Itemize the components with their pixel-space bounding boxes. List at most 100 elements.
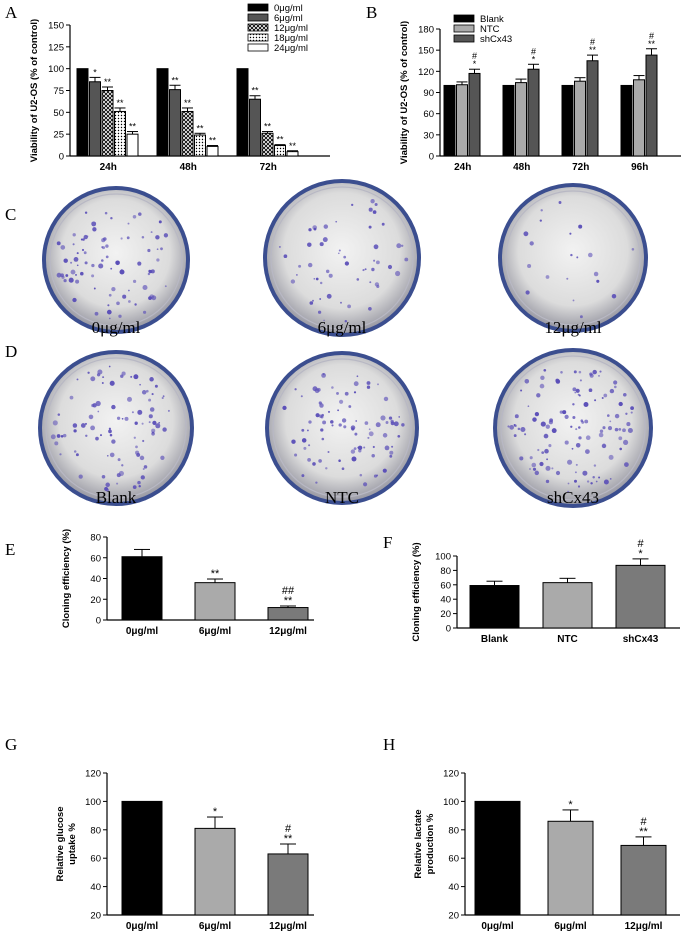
colony	[110, 267, 113, 270]
dish-caption-d-2: shCx43	[547, 488, 599, 507]
colony	[603, 393, 608, 398]
colony	[344, 319, 348, 323]
colony	[572, 387, 577, 392]
colony	[315, 481, 318, 484]
colony	[141, 422, 144, 425]
chart-f-cloning-shcx43: 0 20 40 60 80 100 Cloning efficiency (%) Blank N…	[411, 538, 680, 645]
significance-label: *	[532, 54, 536, 64]
colony	[151, 393, 154, 396]
y-tick-label: 20	[90, 595, 101, 606]
colony	[623, 393, 627, 397]
dish-d-blank	[38, 350, 194, 506]
colony	[148, 414, 153, 419]
colony	[381, 222, 385, 226]
significance-label: **	[284, 595, 293, 607]
colony	[401, 423, 405, 427]
x-tick-label: 6μg/ml	[199, 921, 231, 932]
colony	[127, 222, 130, 225]
colony	[115, 260, 120, 266]
colony	[630, 411, 633, 414]
colony	[70, 269, 76, 275]
y-tick-label: 0	[429, 152, 434, 163]
colony	[134, 303, 137, 306]
colony	[539, 383, 545, 389]
significance-label: **	[104, 77, 112, 87]
colony	[142, 439, 145, 443]
colony	[363, 482, 368, 487]
significance-label: **	[589, 45, 597, 55]
colony	[108, 365, 111, 368]
colony	[102, 376, 105, 379]
colony	[91, 221, 97, 227]
significance-label: **	[289, 141, 297, 151]
colony	[96, 373, 101, 377]
colony	[111, 404, 116, 410]
y-tick-label: 100	[85, 797, 101, 808]
significance-label: *	[213, 806, 218, 818]
x-tick-label: 6μg/ml	[199, 626, 231, 637]
colony	[152, 420, 157, 425]
colony	[387, 264, 393, 270]
dish-c-12ug	[498, 183, 648, 333]
y-tick-label: 150	[48, 21, 64, 32]
chart-b-viability-shcx43: 0 30 60 90 120 150 180 Viability of U2-OS (% of…	[399, 14, 681, 173]
colony	[290, 279, 296, 284]
colony	[325, 467, 328, 470]
colony	[162, 395, 165, 398]
significance-label: #	[640, 816, 647, 828]
significance-label: **	[184, 98, 192, 108]
colony	[308, 420, 312, 424]
legend-label: NTC	[480, 24, 500, 35]
colony	[105, 255, 109, 259]
colony	[151, 428, 156, 433]
colony	[540, 209, 543, 212]
y-tick-label: 40	[448, 882, 459, 893]
colony	[545, 479, 550, 484]
legend-label: 24μg/ml	[274, 43, 308, 54]
colony	[300, 395, 303, 398]
panel-label-f: F	[383, 533, 392, 552]
colony	[566, 277, 569, 280]
x-tick-label: 96h	[631, 162, 648, 173]
colony	[351, 203, 354, 207]
colony	[594, 399, 597, 402]
y-axis-title-line1: Relative lactate	[413, 809, 424, 878]
colony	[598, 375, 600, 377]
colony	[578, 436, 582, 440]
y-tick-label: 75	[53, 86, 64, 97]
colony	[301, 438, 307, 443]
colony	[78, 474, 83, 479]
x-tick-label: 12μg/ml	[269, 626, 307, 637]
bar	[126, 133, 139, 157]
y-tick-label: 0	[446, 624, 451, 635]
y-tick-label: 50	[53, 108, 64, 119]
colony	[315, 277, 319, 281]
colony	[544, 448, 549, 454]
dish-inner-ring	[500, 355, 646, 501]
colony	[519, 456, 524, 461]
colony	[76, 252, 79, 255]
colony	[121, 464, 124, 467]
colony	[572, 403, 575, 406]
significance-label: **	[171, 75, 179, 85]
colony	[148, 421, 151, 424]
bar	[236, 68, 249, 157]
legend-label: 0μg/ml	[274, 3, 303, 14]
colony	[607, 414, 610, 417]
x-tick-label: NTC	[557, 634, 578, 645]
colony	[347, 304, 351, 309]
colony	[343, 255, 347, 259]
colony	[106, 309, 112, 315]
colony	[404, 257, 409, 262]
colony	[117, 458, 121, 462]
colony	[388, 416, 393, 420]
y-tick-label: 60	[440, 580, 451, 591]
colony	[509, 425, 515, 430]
colony	[101, 259, 104, 262]
colony	[309, 301, 314, 305]
colony	[614, 427, 619, 432]
colony	[148, 269, 152, 273]
colony	[336, 391, 339, 395]
colony	[141, 236, 145, 239]
colony	[72, 233, 76, 237]
